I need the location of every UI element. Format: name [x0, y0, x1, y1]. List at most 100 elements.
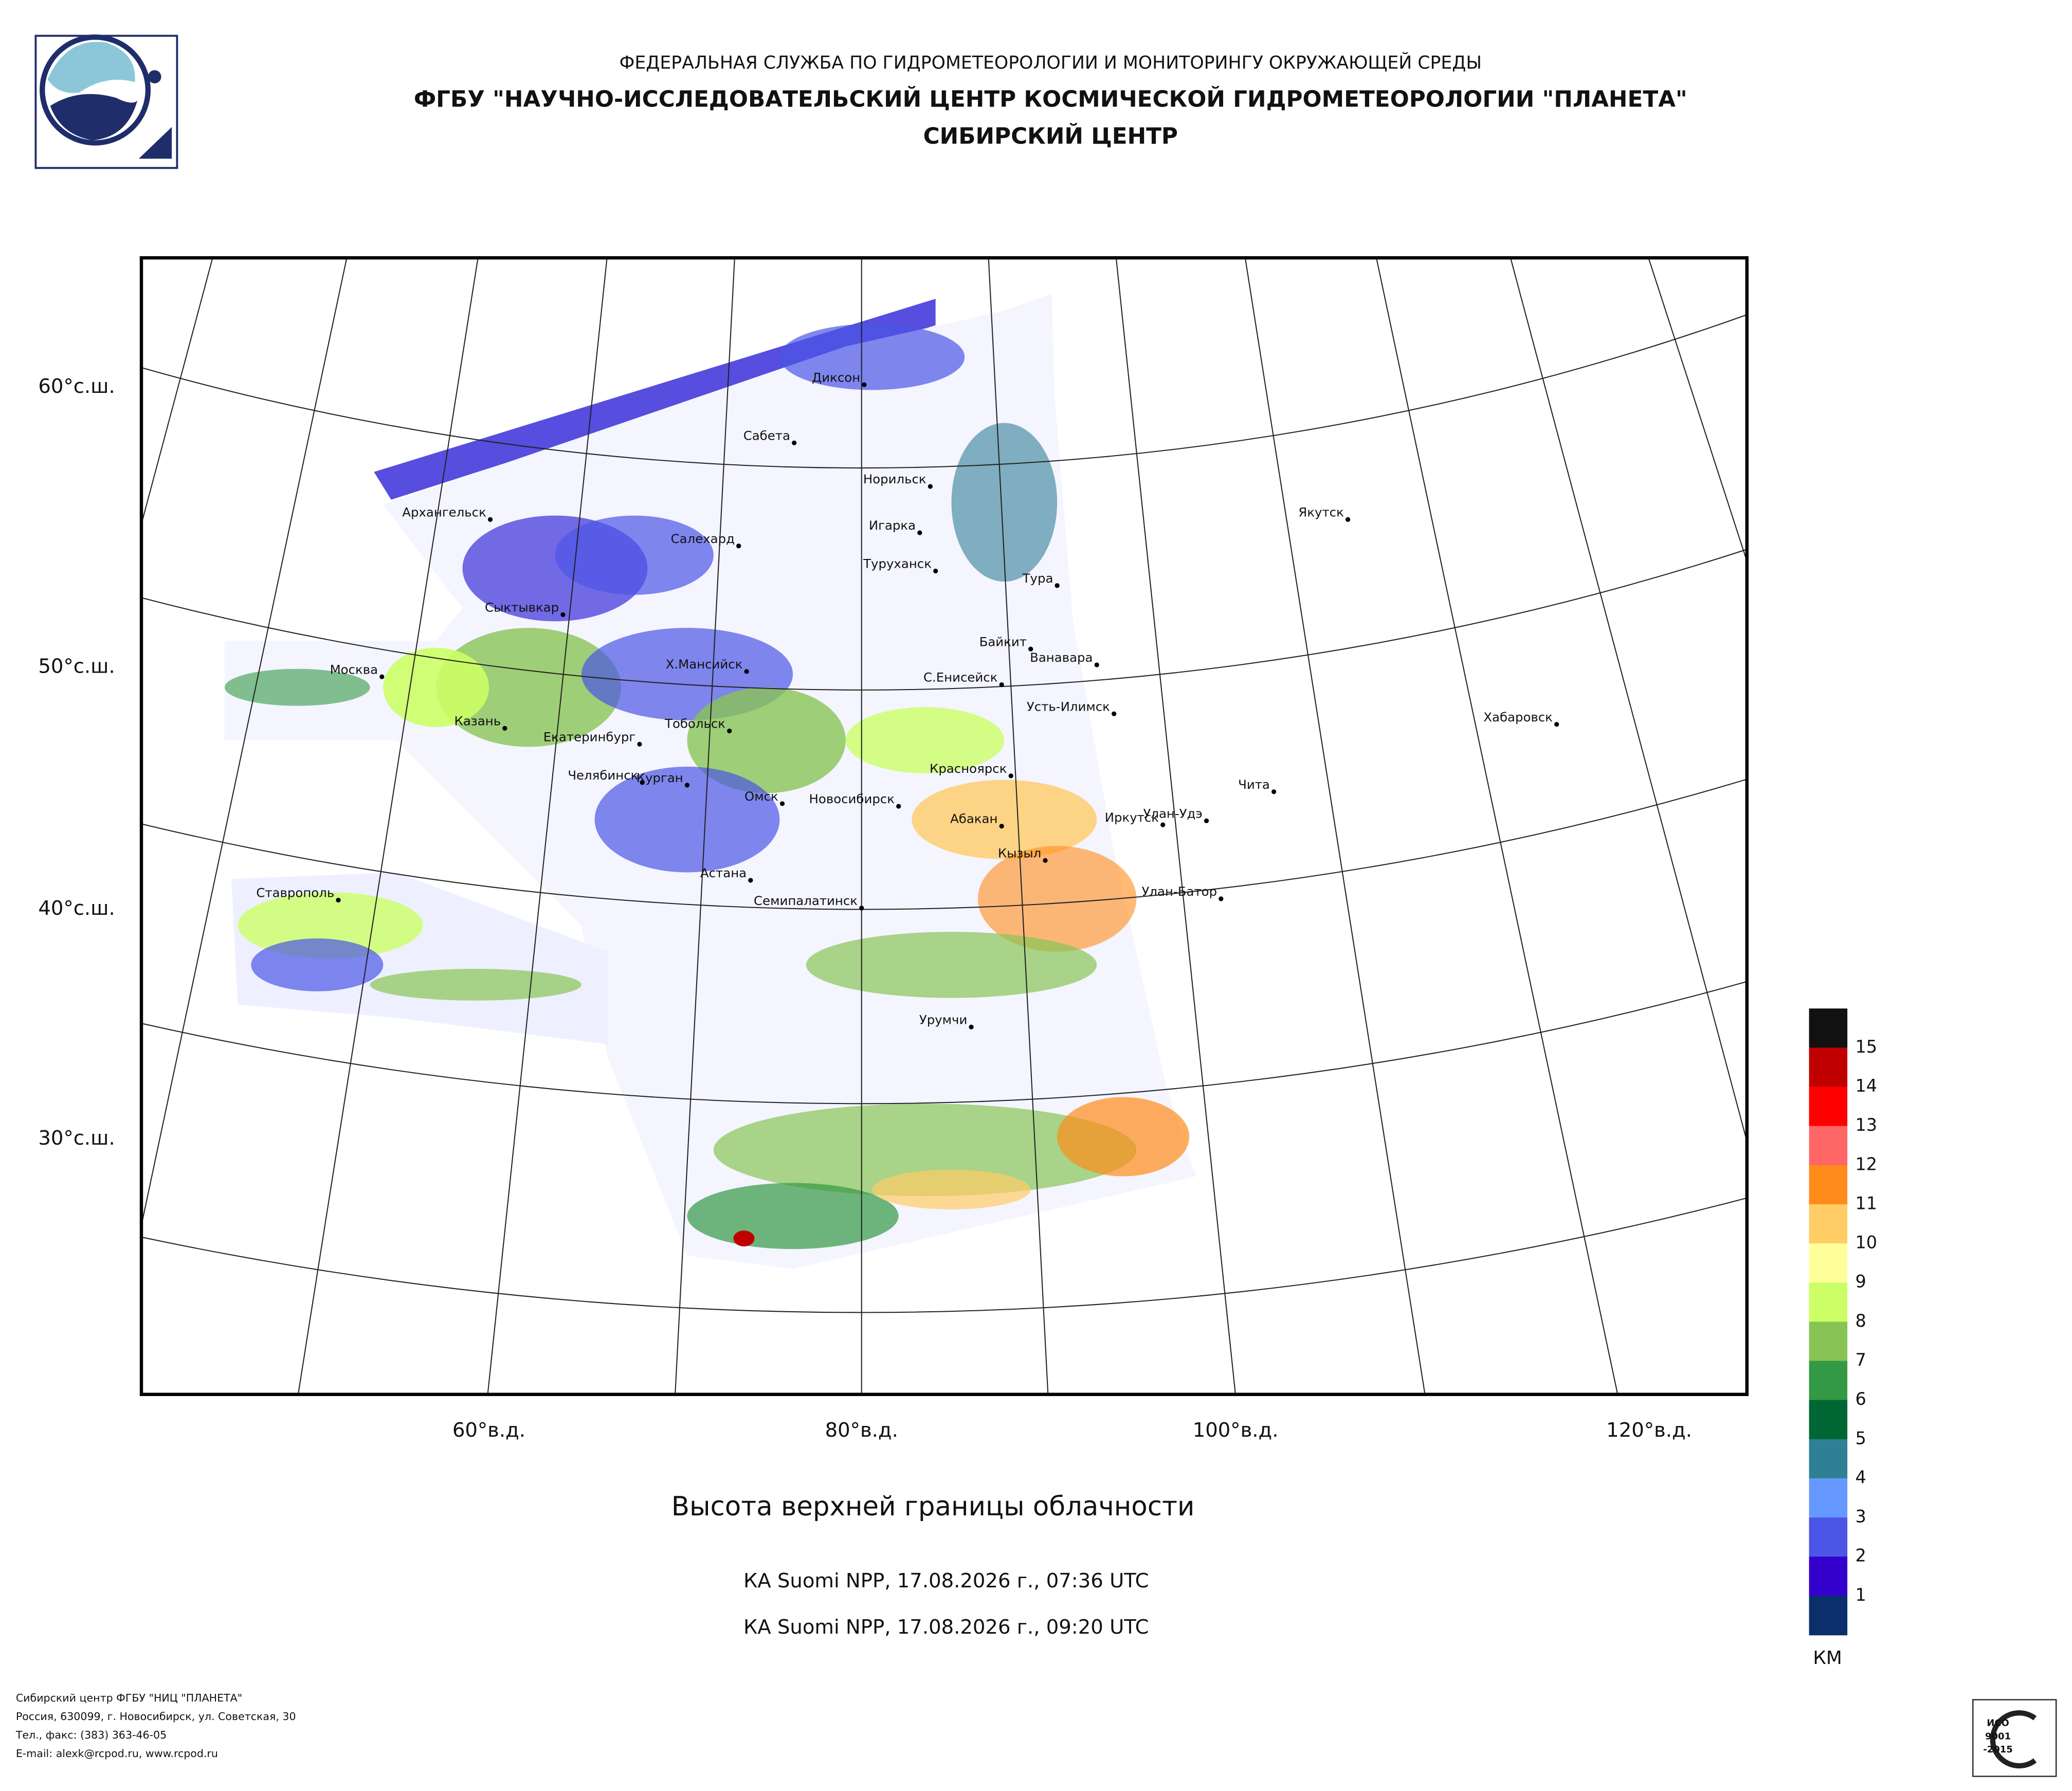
legend-swatch	[1809, 1126, 1848, 1166]
legend-swatch	[1809, 1596, 1848, 1636]
caption-pass: КА Suomi NPP, 17.08.2026 г., 09:20 UTC	[743, 1616, 1149, 1639]
legend-label: 5	[1855, 1428, 1866, 1448]
footer-line: Сибирский центр ФГБУ "НИЦ "ПЛАНЕТА"	[16, 1692, 242, 1704]
cities: Диксон Сабета Норильск Игарка Туруханск Тура Я…	[256, 370, 1559, 1029]
city-dot	[1094, 662, 1099, 667]
badge-text: -2015	[1983, 1744, 2013, 1755]
meridian	[1244, 258, 1426, 1395]
legend-swatch	[1809, 1361, 1848, 1401]
header-line: СИБИРСКИЙ ЦЕНТР	[923, 122, 1178, 150]
legend-label: 8	[1855, 1311, 1866, 1331]
city-label: Иркутск	[1105, 810, 1159, 825]
lon-label: 120°в.д.	[1606, 1419, 1692, 1442]
meridian	[1115, 258, 1236, 1395]
city-dot	[736, 544, 741, 549]
city-label: Диксон	[812, 370, 860, 385]
city-label: Сыктывкар	[485, 600, 559, 614]
city-label: Екатеринбург	[543, 729, 635, 744]
city-dot	[999, 823, 1004, 829]
city-dot	[999, 682, 1004, 688]
lat-label: 60°с.ш.	[38, 375, 115, 398]
city-label: Челябинск	[568, 768, 638, 783]
legend-swatch	[1809, 1204, 1848, 1244]
city-label: Игарка	[869, 518, 916, 533]
city-label: Курган	[637, 770, 683, 785]
city-dot	[748, 878, 753, 883]
city-dot	[1028, 646, 1033, 652]
city-label: Сабета	[743, 428, 790, 443]
city-label: Омск	[744, 789, 778, 804]
city-dot	[779, 801, 785, 806]
city-dot	[917, 530, 922, 535]
city-label: Салехард	[671, 531, 735, 546]
legend-swatch	[1809, 1047, 1848, 1088]
lat-label: 40°с.ш.	[38, 897, 115, 920]
header-line: ФГБУ "НАУЧНО-ИССЛЕДОВАТЕЛЬСКИЙ ЦЕНТР КОС…	[414, 85, 1687, 113]
meridian	[1375, 258, 1619, 1395]
city-dot	[637, 741, 642, 747]
lon-label: 60°в.д.	[452, 1419, 525, 1442]
legend-swatch	[1809, 1517, 1848, 1557]
legend-label: 3	[1855, 1507, 1866, 1527]
city-label: Семипалатинск	[754, 893, 858, 908]
city-label: Улан-Батор	[1142, 884, 1217, 899]
city-dot	[684, 783, 690, 788]
city-label: Красноярск	[930, 761, 1007, 776]
city-dot	[1055, 583, 1060, 588]
lon-label: 80°в.д.	[825, 1419, 898, 1442]
city-label: Архангельск	[402, 504, 486, 519]
city-label: Урумчи	[919, 1012, 968, 1027]
city-dot	[1219, 896, 1224, 901]
meridian	[988, 258, 1049, 1395]
city-dot	[1008, 773, 1013, 779]
city-label: Чита	[1238, 777, 1270, 792]
legend-label: 12	[1855, 1154, 1877, 1174]
lat-label: 30°с.ш.	[38, 1127, 115, 1150]
city-dot	[727, 728, 732, 734]
city-dot	[560, 612, 566, 617]
city-label: Новосибирск	[809, 791, 895, 806]
city-dot	[1160, 822, 1166, 827]
caption-pass: КА Suomi NPP, 17.08.2026 г., 07:36 UTC	[743, 1569, 1149, 1593]
city-dot	[1271, 789, 1277, 794]
legend-label: 14	[1855, 1076, 1877, 1096]
legend-swatch	[1809, 1478, 1848, 1518]
lat-label: 50°с.ш.	[38, 655, 115, 678]
legend-swatch	[1809, 1322, 1848, 1362]
logo	[34, 34, 178, 169]
legend-swatch	[1809, 1439, 1848, 1479]
badge-text: ИСО	[1987, 1718, 2009, 1729]
legend-label: 6	[1855, 1389, 1866, 1409]
city-label: Кызыл	[998, 846, 1041, 861]
city-label: Якутск	[1298, 504, 1344, 519]
graticule	[141, 258, 1747, 1395]
city-dot	[896, 804, 901, 809]
city-label: Тобольск	[664, 716, 725, 731]
city-dot	[928, 484, 933, 489]
city-label: Туруханск	[863, 556, 932, 571]
city-dot	[1204, 818, 1209, 823]
meridian	[141, 258, 348, 1228]
city-label: Казань	[455, 714, 501, 729]
city-label: Х.Мансийск	[666, 657, 743, 672]
legend-unit: КМ	[1813, 1648, 1842, 1669]
lon-label: 100°в.д.	[1193, 1419, 1279, 1442]
city-label: Ванавара	[1030, 650, 1093, 665]
legend-swatch	[1809, 1400, 1848, 1440]
city-dot	[502, 726, 507, 731]
city-dot	[792, 440, 797, 445]
city-label: Абакан	[950, 811, 997, 826]
city-label: Усть-Илимск	[1027, 699, 1110, 714]
city-dot	[933, 568, 938, 574]
city-label: Улан-Удэ	[1143, 806, 1202, 821]
legend-label: 4	[1855, 1467, 1866, 1487]
legend-label: 15	[1855, 1037, 1877, 1057]
legend-swatch	[1809, 1243, 1848, 1283]
city-label: Астана	[700, 865, 747, 880]
meridian	[487, 258, 608, 1395]
legend-swatch	[1809, 1008, 1848, 1048]
city-dot	[1112, 711, 1117, 716]
iso-badge: ИСО 9001 -2015	[1972, 1699, 2057, 1777]
